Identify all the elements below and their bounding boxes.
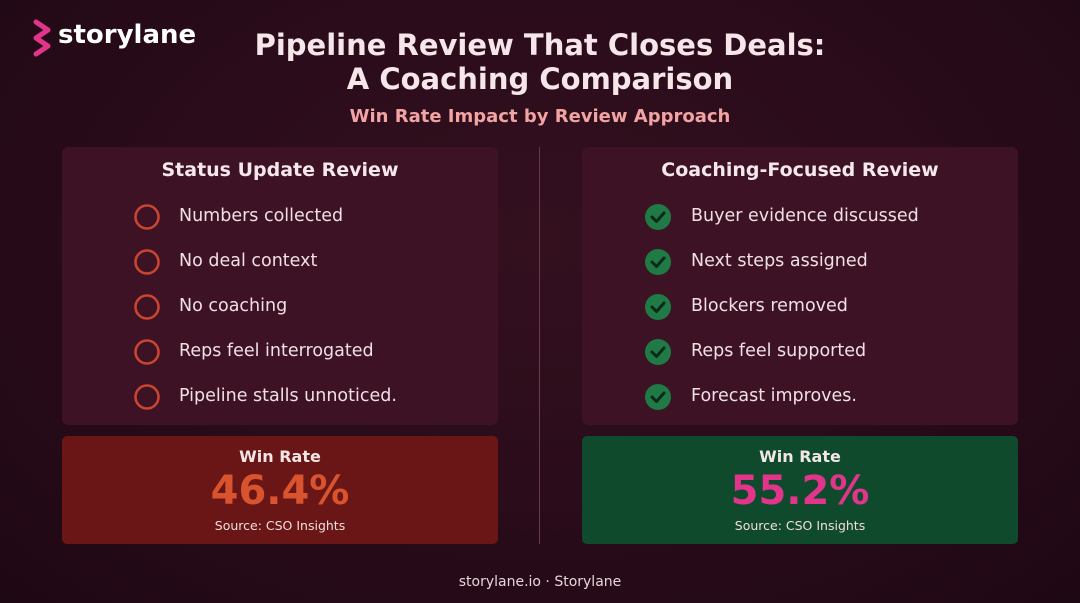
check-icon [644,248,672,276]
brand: storylane [58,20,197,50]
list-item: Blockers removed [691,296,848,316]
list-item: Reps feel interrogated [179,341,374,361]
circle-icon [133,293,161,321]
divider [539,147,540,544]
list-item: Forecast improves. [691,386,857,406]
check-icon [644,293,672,321]
list-item: No coaching [179,296,288,316]
metric-label: Win Rate [239,447,321,466]
logo-icon [33,19,51,57]
panel-title: Coaching-Focused Review [661,159,939,181]
check-icon [644,383,672,411]
list-item: Reps feel supported [691,341,867,361]
title-line: A Coaching Comparison [346,62,734,96]
list-item: Next steps assigned [691,251,868,271]
list-item: Buyer evidence discussed [691,206,919,226]
panel [582,147,1018,425]
panel [62,147,498,425]
metric-value: 46.4% [210,468,350,514]
panel-title: Status Update Review [161,159,399,181]
metric-box [62,436,498,544]
subtitle: Win Rate Impact by Review Approach [349,106,731,127]
check-icon [644,338,672,366]
check-icon [644,203,672,231]
title-line: Pipeline Review That Closes Deals: [254,28,826,62]
metric-source: Source: CSO Insights [214,518,346,533]
list-item: Pipeline stalls unnoticed. [179,386,397,406]
metric-value: 55.2% [730,468,870,514]
footer: storylane.io · Storylane [458,574,622,590]
metric-source: Source: CSO Insights [734,518,866,533]
circle-icon [133,248,161,276]
metric-box [582,436,1018,544]
metric-label: Win Rate [759,447,841,466]
list-item: Numbers collected [179,206,344,226]
circle-icon [133,203,161,231]
circle-icon [133,383,161,411]
circle-icon [133,338,161,366]
list-item: No deal context [179,251,318,271]
